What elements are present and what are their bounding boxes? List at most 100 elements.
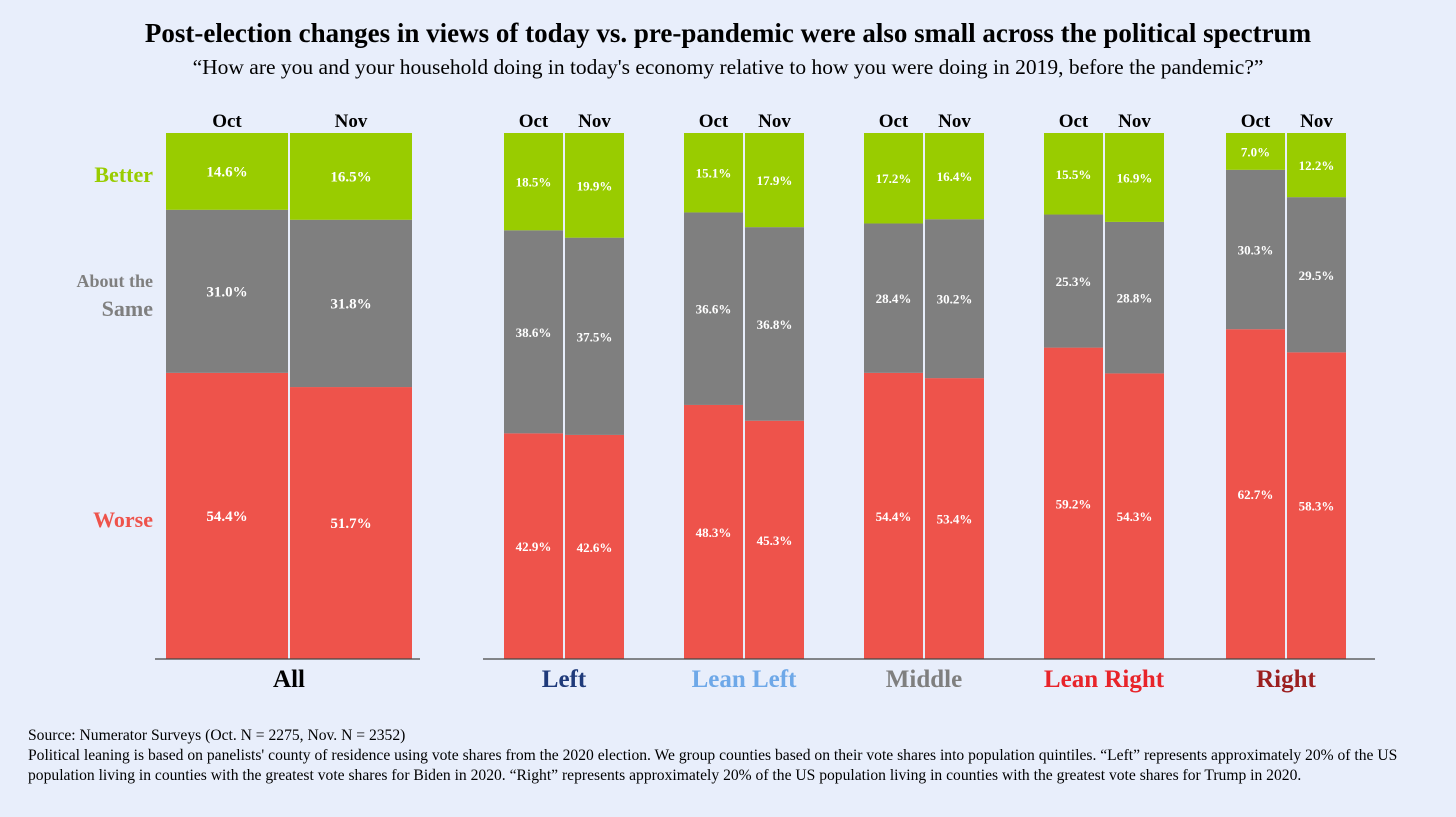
footnote: Source: Numerator Surveys (Oct. N = 2275… <box>28 726 1433 787</box>
bar-left-oct-worse <box>504 433 563 659</box>
bar-right-nov-same <box>1287 197 1346 353</box>
value-label-middle-oct-worse: 54.4% <box>876 509 912 524</box>
bar-lean-left-oct-same <box>684 212 743 405</box>
value-label-all-nov-worse: 51.7% <box>330 516 371 532</box>
bar-lean-left-nov-better <box>745 133 804 228</box>
bar-all-oct-better <box>166 133 288 210</box>
bar-middle-nov-worse <box>925 378 984 659</box>
bar-header-left-nov: Nov <box>578 111 611 132</box>
bar-header-middle-nov: Nov <box>938 111 971 132</box>
value-label-all-oct-same: 31.0% <box>206 284 247 300</box>
stacked-bar-chart: Better About the Same Worse 54.4% 31.0% 14.6%… <box>76 111 1375 693</box>
value-label-middle-oct-same: 28.4% <box>876 291 912 306</box>
value-label-left-oct-worse: 42.9% <box>516 539 552 554</box>
bar-middle-oct-same <box>864 223 923 373</box>
bar-header-right-nov: Nov <box>1300 111 1333 132</box>
bar-lean-left-oct-better <box>684 133 743 213</box>
bar-header-lean-left-oct: Oct <box>699 111 729 132</box>
value-label-left-nov-worse: 42.6% <box>577 540 613 555</box>
bar-header-lean-right-nov: Nov <box>1118 111 1151 132</box>
group-labels: All Left Lean Left Middle Lean Right Right <box>273 666 1317 693</box>
bar-left-nov-worse <box>565 434 624 659</box>
value-label-lean-left-nov-better: 17.9% <box>757 173 793 188</box>
value-label-right-oct-worse: 62.7% <box>1238 487 1274 502</box>
value-label-left-oct-same: 38.6% <box>516 325 552 340</box>
bar-right-nov-worse <box>1287 352 1346 659</box>
bar-header-right-oct: Oct <box>1241 111 1271 132</box>
value-label-all-oct-worse: 54.4% <box>206 509 247 525</box>
bar-lean-right-oct-worse <box>1044 347 1103 659</box>
group-label-left: Left <box>542 666 587 693</box>
bar-lean-right-oct-better <box>1044 133 1103 215</box>
value-label-lean-left-oct-worse: 48.3% <box>696 525 732 540</box>
value-label-lean-right-nov-same: 28.8% <box>1117 291 1153 306</box>
bar-header-all-oct: Oct <box>212 111 242 132</box>
value-label-lean-right-nov-worse: 54.3% <box>1117 509 1153 524</box>
value-label-lean-right-oct-worse: 59.2% <box>1056 496 1092 511</box>
value-label-left-nov-same: 37.5% <box>577 329 613 344</box>
bar-lean-left-nov-same <box>745 227 804 421</box>
bar-header-lean-right-oct: Oct <box>1059 111 1089 132</box>
value-label-middle-oct-better: 17.2% <box>876 171 912 186</box>
value-label-middle-nov-same: 30.2% <box>937 292 973 307</box>
legend-better: Better <box>94 162 153 187</box>
chart-subtitle: “How are you and your household doing in… <box>192 55 1264 79</box>
bar-header-all-nov: Nov <box>335 111 368 132</box>
value-label-lean-left-nov-same: 36.8% <box>757 317 793 332</box>
value-label-all-nov-same: 31.8% <box>330 296 371 312</box>
group-label-right: Right <box>1256 666 1316 693</box>
bar-left-nov-better <box>565 133 624 238</box>
bar-header-left-oct: Oct <box>519 111 549 132</box>
bar-all-oct-same <box>166 209 288 373</box>
legend-worse: Worse <box>93 507 153 532</box>
bars <box>166 133 1346 659</box>
value-label-all-oct-better: 14.6% <box>206 164 247 180</box>
bar-middle-nov-better <box>925 133 984 220</box>
methodology-note: Political leaning is based on panelists'… <box>28 747 1398 785</box>
bar-all-nov-better <box>290 133 412 220</box>
bar-all-nov-same <box>290 219 412 388</box>
value-label-right-nov-worse: 58.3% <box>1299 499 1335 514</box>
bar-header-middle-oct: Oct <box>879 111 909 132</box>
bar-all-nov-worse <box>290 387 412 659</box>
value-label-lean-left-nov-worse: 45.3% <box>757 533 793 548</box>
bar-right-oct-same <box>1226 169 1285 330</box>
bar-right-oct-better <box>1226 133 1285 170</box>
bar-header-lean-left-nov: Nov <box>758 111 791 132</box>
chart-title: Post-election changes in views of today … <box>144 18 1312 48</box>
value-label-middle-nov-better: 16.4% <box>937 169 973 184</box>
bar-lean-right-nov-better <box>1105 133 1164 222</box>
value-label-middle-nov-worse: 53.4% <box>937 512 973 527</box>
bar-right-oct-worse <box>1226 329 1285 659</box>
bar-middle-oct-better <box>864 133 923 224</box>
value-label-right-nov-same: 29.5% <box>1299 268 1335 283</box>
group-label-middle: Middle <box>886 666 962 693</box>
bar-labels: 54.4% 31.0% 14.6% Oct 51.7% 31.8% 16.5% Nov 42.9… <box>206 111 1334 555</box>
value-label-right-oct-better: 7.0% <box>1241 144 1270 159</box>
group-label-all: All <box>273 666 305 693</box>
value-label-all-nov-better: 16.5% <box>330 169 371 185</box>
bar-lean-left-nov-worse <box>745 420 804 659</box>
category-legend: Better About the Same Worse <box>76 162 153 532</box>
bar-left-oct-same <box>504 230 563 434</box>
value-label-lean-left-oct-same: 36.6% <box>696 302 732 317</box>
bar-lean-left-oct-worse <box>684 404 743 659</box>
value-label-right-oct-same: 30.3% <box>1238 243 1274 258</box>
legend-about-the-same-line-2: Same <box>102 296 154 321</box>
value-label-left-oct-better: 18.5% <box>516 175 552 190</box>
value-label-lean-right-oct-same: 25.3% <box>1056 274 1092 289</box>
bar-lean-right-nov-same <box>1105 221 1164 374</box>
value-label-lean-right-nov-better: 16.9% <box>1117 170 1153 185</box>
group-label-lean-left: Lean Left <box>692 666 798 693</box>
value-label-left-nov-better: 19.9% <box>577 178 613 193</box>
bar-middle-nov-same <box>925 219 984 379</box>
value-label-lean-left-oct-better: 15.1% <box>696 166 732 181</box>
bar-lean-right-oct-same <box>1044 214 1103 348</box>
bar-right-nov-better <box>1287 133 1346 198</box>
legend-about-the-same-line-1: About the <box>76 271 153 291</box>
bar-all-oct-worse <box>166 372 288 659</box>
bar-middle-oct-worse <box>864 372 923 659</box>
group-label-lean-right: Lean Right <box>1044 666 1165 693</box>
value-label-right-nov-better: 12.2% <box>1299 158 1335 173</box>
bar-lean-right-nov-worse <box>1105 373 1164 659</box>
